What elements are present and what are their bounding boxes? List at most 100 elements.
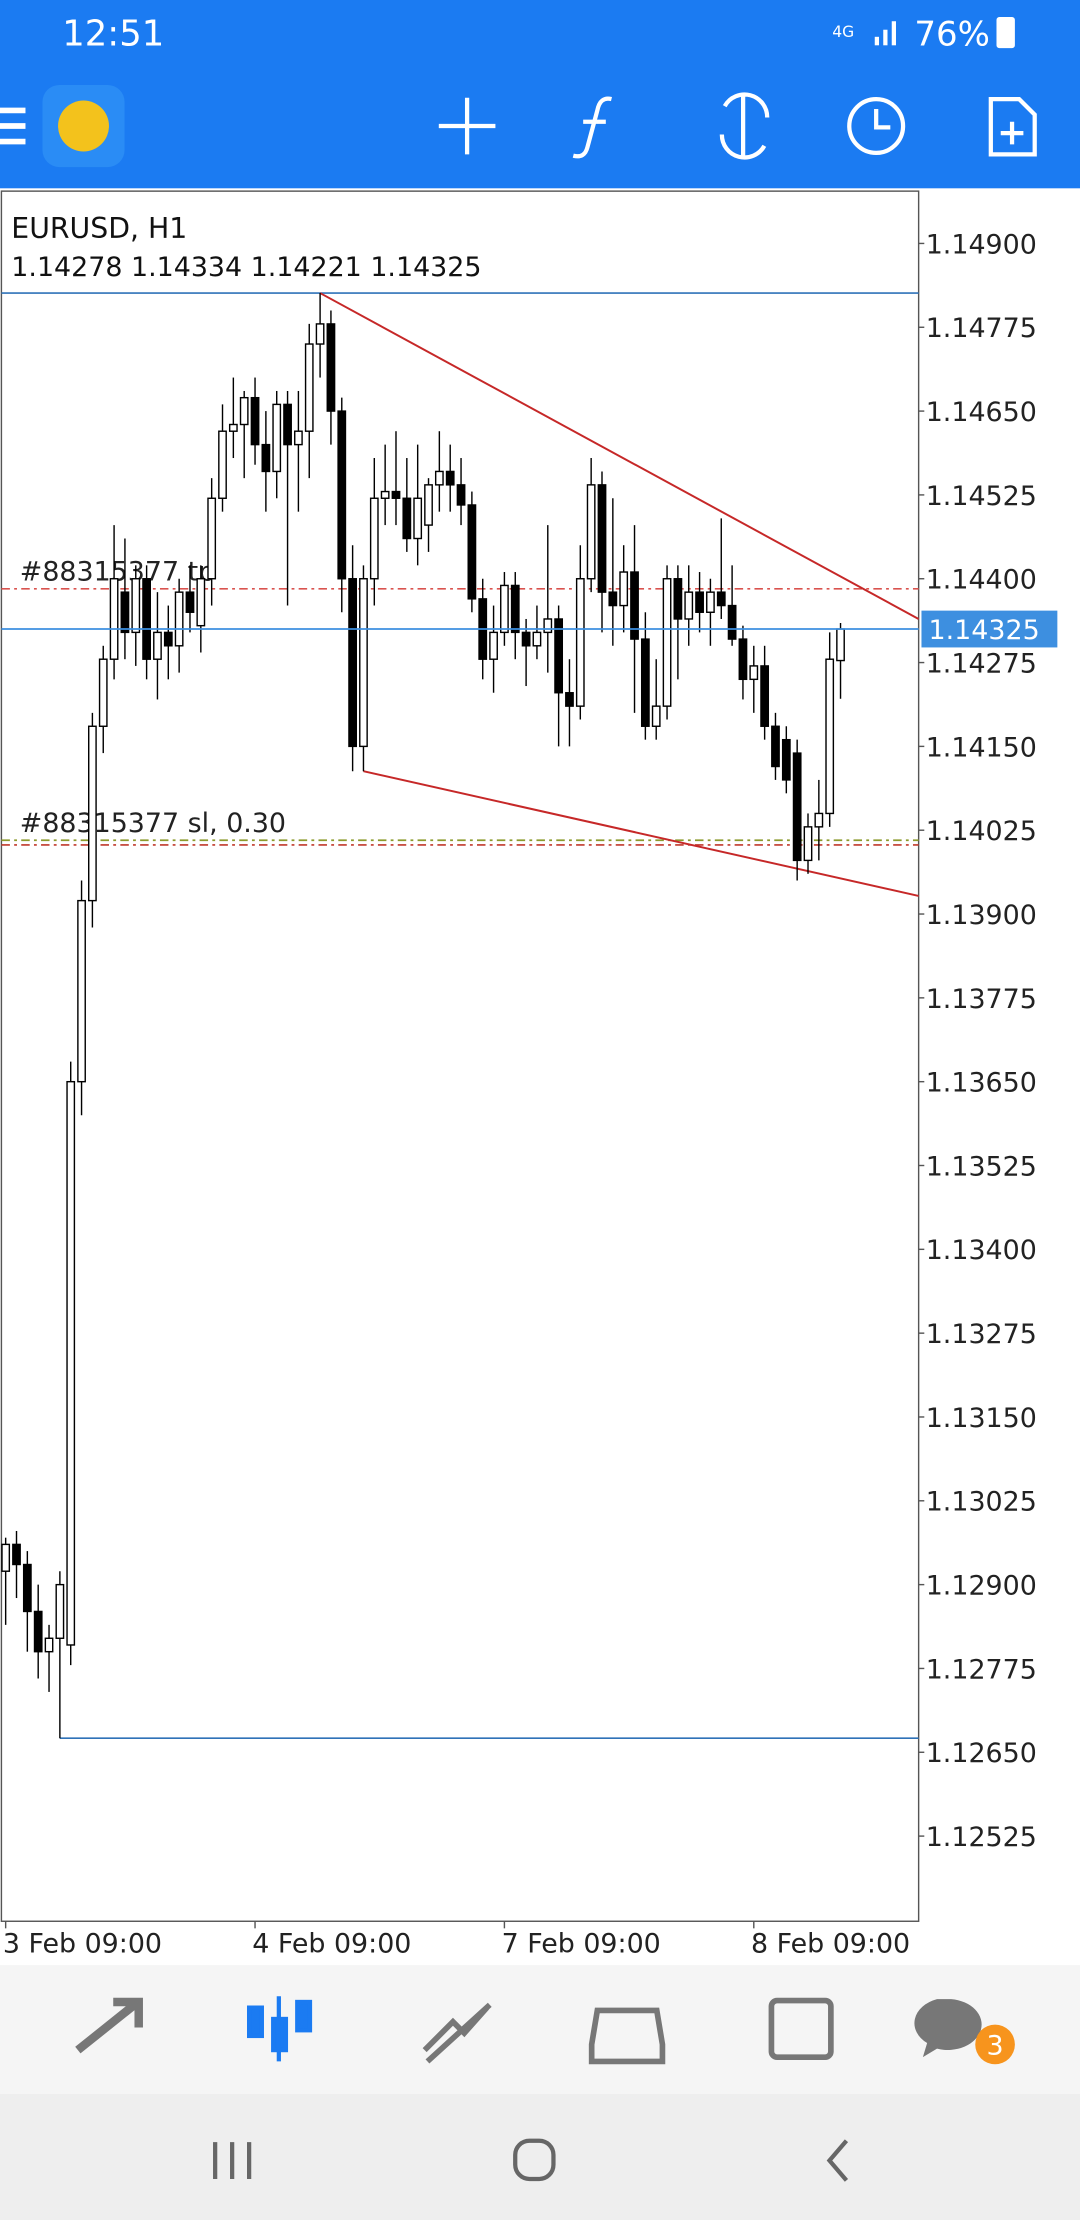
candle-body xyxy=(706,591,715,613)
candle-body xyxy=(174,591,184,647)
candle-body xyxy=(597,484,607,593)
candle-body xyxy=(207,497,217,580)
ohlc-low: 1.14221 xyxy=(251,252,362,283)
candle-body xyxy=(434,470,444,486)
candle-body xyxy=(142,578,152,660)
y-tick-label: 1.13525 xyxy=(926,1151,1037,1182)
candle-body xyxy=(445,470,455,486)
candle-body xyxy=(640,638,650,727)
candle-body xyxy=(348,578,358,748)
recents-button[interactable] xyxy=(213,2142,252,2179)
candle-body xyxy=(77,899,86,1083)
quotes-icon[interactable] xyxy=(75,1997,143,2054)
y-tick-label: 1.14275 xyxy=(926,648,1037,679)
candle-body xyxy=(716,591,726,607)
candle-body xyxy=(261,443,271,473)
y-tick-label: 1.12775 xyxy=(926,1654,1037,1685)
candle-body xyxy=(218,430,227,499)
symbol: EURUSD, H1 xyxy=(11,212,187,245)
candle-body xyxy=(662,578,672,707)
candle-body xyxy=(803,826,813,862)
battery-text: 76% xyxy=(914,14,990,54)
candle-body xyxy=(749,665,759,681)
candle-body xyxy=(66,1080,76,1646)
app-icon-logo xyxy=(58,100,109,152)
candle-body xyxy=(185,591,195,613)
ohlc: 1.14278 1.14334 1.14221 1.14325 xyxy=(11,252,481,283)
y-tick-label: 1.12900 xyxy=(926,1571,1037,1602)
x-tick-label: 8 Feb 09:00 xyxy=(751,1928,910,1959)
candle-body xyxy=(630,571,639,640)
news-icon[interactable] xyxy=(768,1997,834,2061)
candle-body xyxy=(467,504,477,600)
price-tag-label: 1.14325 xyxy=(929,615,1040,646)
x-tick-label: 4 Feb 09:00 xyxy=(252,1928,411,1959)
y-tick-label: 1.13650 xyxy=(926,1068,1037,1099)
candle-body xyxy=(55,1583,65,1639)
top-bar xyxy=(0,0,1080,189)
new-order-icon[interactable] xyxy=(988,96,1037,157)
history-icon[interactable] xyxy=(847,96,906,156)
candle-body xyxy=(673,578,683,620)
x-tick-label: 7 Feb 09:00 xyxy=(502,1928,661,1959)
candle-body xyxy=(402,497,412,540)
candle-body xyxy=(651,705,661,727)
trade-icon[interactable] xyxy=(719,92,770,160)
history-tab-icon[interactable] xyxy=(588,2007,666,2065)
candle-body xyxy=(315,323,325,345)
candle-body xyxy=(326,323,336,412)
home-button[interactable] xyxy=(513,2138,556,2182)
candle-body xyxy=(369,497,379,580)
badge xyxy=(975,2024,1015,2065)
candle-body xyxy=(489,631,498,660)
system-nav xyxy=(0,2093,1080,2220)
candle-body xyxy=(521,631,531,647)
plot-area xyxy=(0,190,920,1922)
candle-body xyxy=(1,1543,11,1572)
menu-icon[interactable] xyxy=(0,107,26,145)
candle-body xyxy=(792,752,802,862)
candle-body xyxy=(424,484,433,526)
candle-body xyxy=(510,584,520,634)
candle-body xyxy=(608,591,618,607)
back-button[interactable] xyxy=(826,2139,849,2182)
candle-body xyxy=(771,725,780,768)
trendline xyxy=(363,770,919,897)
candle-body xyxy=(44,1637,54,1653)
chart-icon[interactable] xyxy=(246,1996,313,2062)
candle-body xyxy=(272,403,282,473)
candle-body xyxy=(109,578,119,660)
clock: 12:51 xyxy=(62,13,164,54)
candle-body xyxy=(98,658,108,727)
candle-body xyxy=(619,571,629,607)
trade-tab-icon[interactable] xyxy=(422,2002,492,2064)
candle-body xyxy=(239,396,249,426)
candle-body xyxy=(283,403,292,446)
candle-body xyxy=(500,584,509,634)
candle-body xyxy=(684,591,694,620)
y-tick-label: 1.14525 xyxy=(926,481,1037,512)
indicator-icon[interactable] xyxy=(572,96,612,159)
candle-body xyxy=(727,604,737,640)
y-tick-label: 1.14775 xyxy=(926,313,1037,344)
y-tick-label: 1.13025 xyxy=(926,1487,1037,1518)
candle-body xyxy=(586,484,596,580)
chat-icon[interactable] xyxy=(914,1999,982,2058)
candle-body xyxy=(33,1610,43,1653)
battery-icon xyxy=(996,16,1015,49)
candle-body xyxy=(380,490,390,499)
y-tick-label: 1.13400 xyxy=(926,1235,1037,1266)
ohlc-close: 1.14325 xyxy=(370,252,481,283)
price-tag xyxy=(921,610,1058,648)
y-tick-label: 1.12650 xyxy=(926,1738,1037,1769)
candle-body xyxy=(836,628,845,662)
candle-body xyxy=(554,618,564,694)
candle-body xyxy=(120,591,130,634)
candle-body xyxy=(814,812,824,828)
y-tick-label: 1.13150 xyxy=(926,1403,1037,1434)
crosshair-icon[interactable] xyxy=(438,97,496,155)
candle-body xyxy=(456,484,466,506)
candle-body xyxy=(565,692,574,707)
